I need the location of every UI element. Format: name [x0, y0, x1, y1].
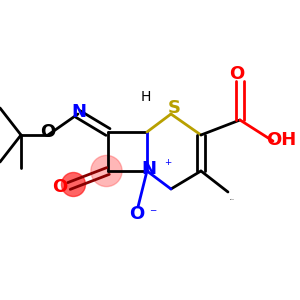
Text: O: O [40, 123, 55, 141]
Text: H: H [140, 90, 151, 104]
Text: N: N [141, 160, 156, 178]
Text: S: S [167, 99, 181, 117]
Text: O: O [52, 178, 68, 196]
Text: $^+$: $^+$ [164, 158, 174, 172]
Text: N: N [71, 103, 86, 121]
Circle shape [61, 172, 85, 197]
Text: $^-$: $^-$ [148, 207, 159, 220]
Text: O: O [229, 65, 244, 83]
Circle shape [91, 155, 122, 187]
Text: methyl: methyl [230, 199, 235, 200]
Text: O: O [129, 205, 144, 223]
Text: OH: OH [266, 130, 296, 148]
